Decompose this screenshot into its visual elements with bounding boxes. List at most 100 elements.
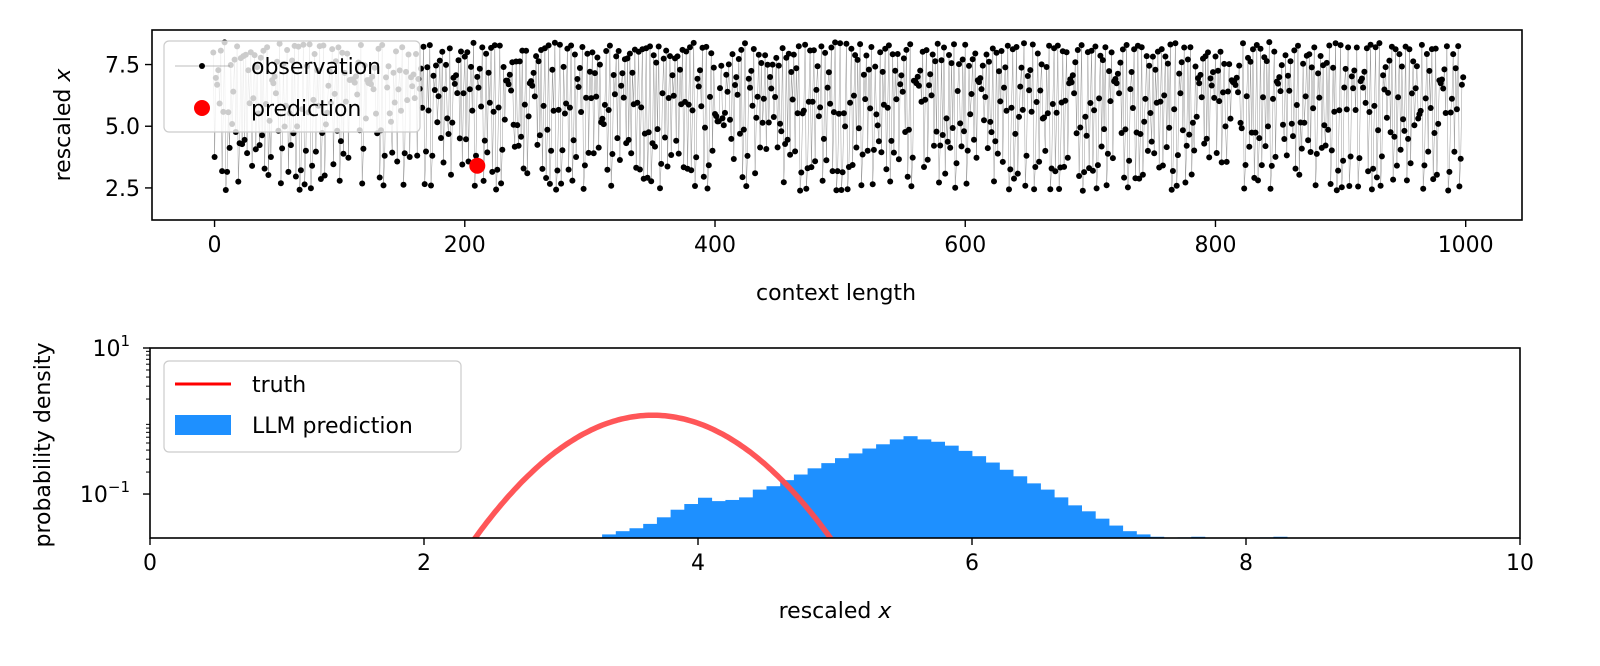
observation-point bbox=[1241, 185, 1248, 192]
observation-point bbox=[528, 78, 535, 85]
observation-point bbox=[1433, 171, 1440, 178]
observation-point bbox=[454, 90, 461, 97]
observation-point bbox=[1458, 81, 1465, 88]
observation-point bbox=[1144, 147, 1151, 154]
observation-point bbox=[1210, 69, 1216, 76]
observation-point bbox=[737, 130, 743, 137]
observation-point bbox=[1043, 64, 1050, 70]
observation-point bbox=[859, 151, 866, 158]
observation-point bbox=[749, 102, 756, 109]
observation-point bbox=[923, 47, 930, 54]
observation-point bbox=[576, 65, 583, 71]
observation-point bbox=[252, 146, 259, 153]
observation-point bbox=[1262, 143, 1269, 150]
observation-point bbox=[1164, 60, 1171, 67]
observation-point bbox=[620, 94, 627, 101]
observation-point bbox=[709, 147, 716, 154]
observation-point bbox=[1113, 80, 1120, 87]
observation-point bbox=[953, 160, 960, 167]
observation-point bbox=[463, 136, 469, 143]
observation-point bbox=[703, 43, 710, 50]
observation-point bbox=[1296, 171, 1303, 178]
observation-point bbox=[1023, 152, 1030, 159]
observation-point bbox=[1383, 114, 1390, 121]
histogram-bar bbox=[656, 517, 671, 538]
observation-point bbox=[599, 115, 606, 122]
observation-point bbox=[634, 99, 641, 106]
observation-point bbox=[732, 82, 738, 88]
observation-point bbox=[1362, 99, 1369, 106]
observation-point bbox=[853, 144, 860, 151]
observation-point bbox=[1158, 46, 1165, 53]
observation-point bbox=[1102, 44, 1109, 51]
observation-point bbox=[1361, 68, 1368, 75]
observation-point bbox=[1450, 51, 1457, 58]
observation-point bbox=[420, 43, 427, 50]
observation-point bbox=[524, 170, 531, 177]
observation-point bbox=[1376, 40, 1383, 47]
top-x-tick-label: 400 bbox=[694, 233, 736, 258]
observation-point bbox=[998, 48, 1005, 54]
observation-point bbox=[514, 122, 521, 129]
observation-point bbox=[1425, 148, 1432, 155]
observation-point bbox=[835, 110, 842, 117]
observation-point bbox=[433, 62, 439, 69]
observation-point bbox=[793, 65, 800, 72]
observation-point bbox=[559, 147, 566, 154]
observation-point bbox=[1322, 142, 1329, 149]
observation-point bbox=[1417, 107, 1424, 114]
observation-point bbox=[855, 125, 862, 132]
observation-point bbox=[657, 185, 663, 192]
observation-point bbox=[292, 173, 299, 180]
observation-point bbox=[485, 69, 492, 76]
observation-point bbox=[401, 150, 408, 157]
observation-point bbox=[610, 72, 617, 78]
observation-point bbox=[241, 136, 248, 143]
observation-point bbox=[1069, 72, 1076, 79]
observation-point bbox=[1283, 152, 1290, 159]
observation-point bbox=[1451, 148, 1458, 155]
observation-point bbox=[717, 85, 723, 92]
observation-point bbox=[674, 53, 681, 60]
observation-point bbox=[307, 185, 314, 192]
observation-point bbox=[1049, 101, 1056, 107]
observation-point bbox=[1266, 39, 1273, 46]
observation-point bbox=[1166, 124, 1173, 131]
observation-point bbox=[1310, 105, 1317, 112]
observation-point bbox=[1129, 105, 1136, 111]
observation-point bbox=[718, 62, 725, 69]
histogram-bar bbox=[889, 439, 904, 538]
observation-point bbox=[435, 93, 442, 100]
observation-point bbox=[942, 170, 949, 177]
observation-point bbox=[451, 80, 458, 87]
observation-point bbox=[571, 51, 578, 58]
observation-point bbox=[1076, 173, 1083, 179]
observation-point bbox=[1056, 186, 1063, 192]
histogram-bar bbox=[670, 509, 685, 538]
observation-point bbox=[984, 145, 991, 152]
observation-point bbox=[478, 103, 485, 110]
observation-point bbox=[817, 104, 824, 111]
observation-point bbox=[707, 93, 713, 100]
observation-point bbox=[1328, 147, 1335, 154]
observation-point bbox=[583, 94, 590, 101]
observation-point bbox=[915, 82, 922, 89]
observation-point bbox=[887, 178, 894, 185]
observation-point bbox=[792, 148, 799, 155]
observation-point bbox=[865, 66, 872, 73]
observation-point bbox=[719, 115, 726, 122]
observation-point bbox=[673, 137, 680, 144]
observation-point bbox=[1223, 158, 1230, 165]
observation-point bbox=[1093, 185, 1100, 192]
observation-point bbox=[549, 66, 556, 73]
observation-point bbox=[1421, 162, 1428, 169]
observation-point bbox=[460, 90, 467, 97]
observation-point bbox=[1103, 182, 1110, 189]
observation-point bbox=[548, 147, 555, 154]
observation-point bbox=[1455, 43, 1462, 50]
observation-point bbox=[993, 49, 1000, 56]
observation-point bbox=[780, 179, 787, 186]
observation-point bbox=[279, 145, 286, 152]
observation-point bbox=[1397, 146, 1404, 153]
observation-point bbox=[1270, 95, 1276, 102]
